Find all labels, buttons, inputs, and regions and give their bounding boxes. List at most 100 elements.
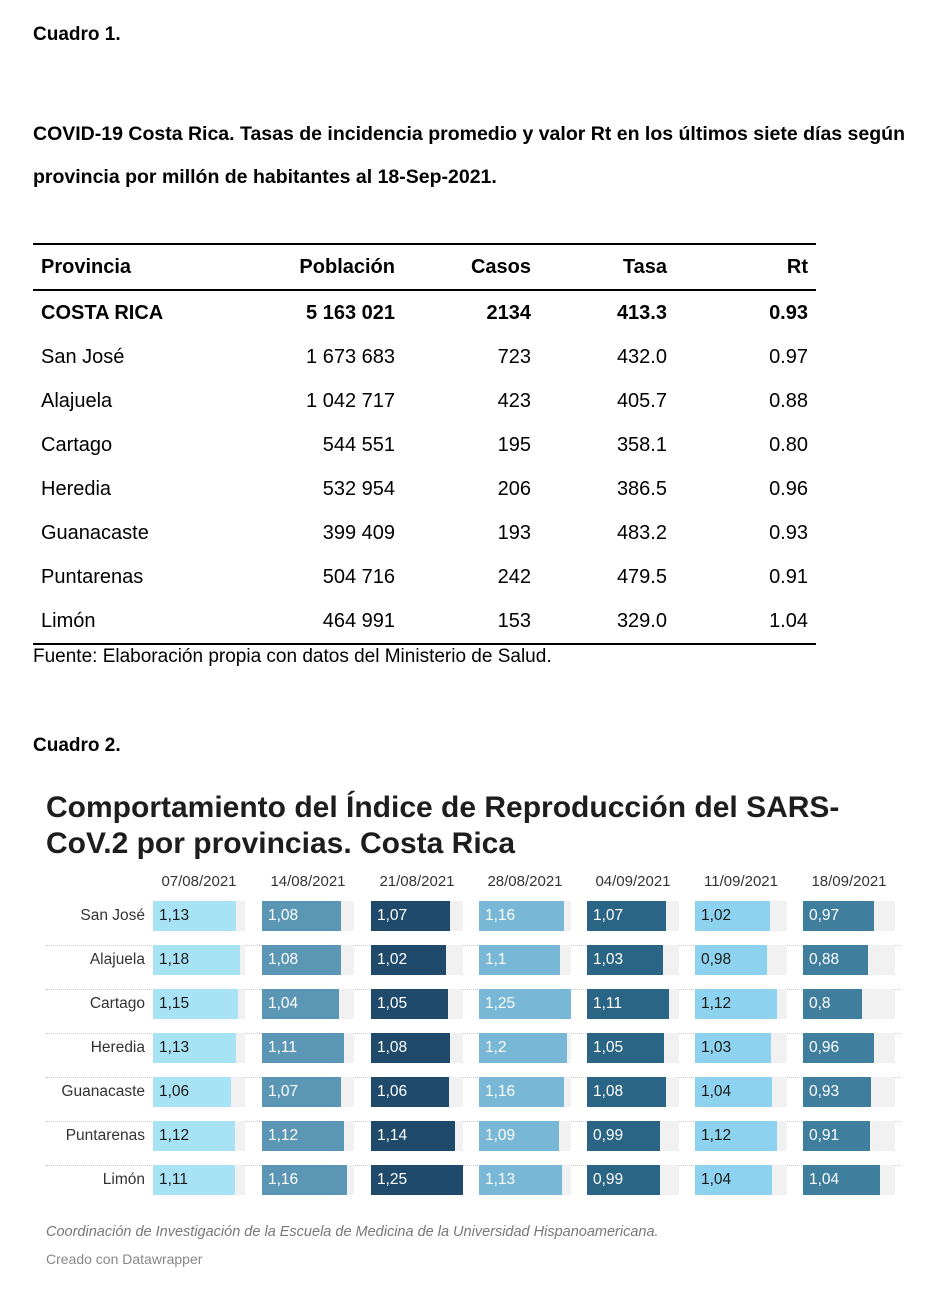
rt-bar — [695, 1033, 771, 1063]
column-header-tasa: Tasa — [539, 243, 675, 291]
cell-tasa: 483.2 — [616, 521, 667, 544]
table-row: Guanacaste 399 409 193 483.2 0.93 — [33, 511, 816, 555]
table-1-source: Fuente: Elaboración propia con datos del… — [33, 646, 552, 667]
rt-bar — [695, 1165, 772, 1195]
cell-rt: 1.04 — [675, 599, 816, 645]
column-header-casos: Casos — [403, 243, 539, 291]
bar-cell: 0,93 — [803, 1077, 895, 1107]
rt-bar — [153, 1033, 236, 1063]
province-label: Guanacaste — [61, 1083, 145, 1100]
cell-tasa: 358.1 — [616, 433, 667, 456]
rt-value-label: 1,16 — [485, 907, 516, 924]
bar-cell: 1,16 — [479, 901, 571, 931]
rt-bar — [262, 1033, 344, 1063]
rt-value-label: 1,07 — [593, 907, 624, 924]
rt-bar — [371, 945, 446, 975]
cell-tasa: 386.5 — [616, 477, 667, 500]
bar-cell: 1,25 — [371, 1165, 463, 1195]
bar-cell: 1,05 — [587, 1033, 679, 1063]
rt-bar — [803, 1033, 874, 1063]
rt-bar — [479, 1121, 559, 1151]
column-header-provincia: Provincia — [33, 243, 233, 291]
bar-cell: 1,16 — [479, 1077, 571, 1107]
cell-casos: 723 — [497, 345, 531, 368]
bar-cell: 1,07 — [587, 901, 679, 931]
rt-value-label: 1,25 — [377, 1171, 408, 1188]
bar-cell: 0,99 — [587, 1121, 679, 1151]
bar-cell: 1,13 — [153, 901, 245, 931]
cell-rt: 0.80 — [769, 433, 808, 456]
bar-cell: 0,88 — [803, 945, 895, 975]
chart-note: Coordinación de Investigación de la Escu… — [46, 1224, 659, 1240]
cell-casos: 195 — [497, 433, 531, 456]
cell-poblacion: 399 409 — [322, 521, 395, 544]
rt-bar — [587, 1077, 666, 1107]
bar-cell: 0,96 — [803, 1033, 895, 1063]
table-total-row: COSTA RICA 5 163 021 2134 413.3 0.93 — [33, 290, 816, 335]
rt-value-label: 1,03 — [701, 1039, 732, 1056]
rt-value-label: 1,25 — [485, 995, 516, 1012]
table-row: Puntarenas 504 716 242 479.5 0.91 — [33, 555, 816, 599]
bar-cell: 1,14 — [371, 1121, 463, 1151]
rt-value-label: 1,12 — [268, 1127, 299, 1144]
bar-cell: 1,07 — [371, 901, 463, 931]
date-header: 14/08/2021 — [270, 873, 346, 890]
rt-bar — [153, 1121, 235, 1151]
rt-bar — [262, 1121, 344, 1151]
bar-cell: 0,98 — [695, 945, 787, 975]
bar-cell: 1,02 — [371, 945, 463, 975]
table-row: Guanacaste 1,06 1,07 1,06 1,16 1,08 1,04 0,93 — [46, 1077, 900, 1122]
bar-cell: 1,04 — [695, 1165, 787, 1195]
cell-casos: 2134 — [486, 301, 532, 324]
table-row: San José 1 673 683 723 432.0 0.97 — [33, 335, 816, 379]
rt-value-label: 1,16 — [268, 1171, 299, 1188]
rt-bar — [262, 901, 341, 931]
bar-cell: 1,2 — [479, 1033, 571, 1063]
rt-value-label: 0,8 — [809, 995, 831, 1012]
rt-value-label: 1,08 — [377, 1039, 408, 1056]
rt-value-label: 0,96 — [809, 1039, 840, 1056]
rt-value-label: 1,1 — [485, 951, 507, 968]
table-row: Heredia 532 954 206 386.5 0.96 — [33, 467, 816, 511]
rt-bar — [153, 989, 238, 1019]
rt-bar — [803, 1077, 871, 1107]
cell-rt: 0.96 — [769, 477, 808, 500]
bar-cell: 1,06 — [371, 1077, 463, 1107]
table-row: Alajuela 1 042 717 423 405.7 0.88 — [33, 379, 816, 423]
cell-rt: 0.88 — [769, 389, 808, 412]
bar-cell: 1,12 — [695, 1121, 787, 1151]
bar-cell: 1,13 — [153, 1033, 245, 1063]
rt-value-label: 0,99 — [593, 1171, 624, 1188]
rt-value-label: 1,05 — [593, 1039, 624, 1056]
cell-provincia: Alajuela — [41, 389, 113, 412]
bar-cell: 1,18 — [153, 945, 245, 975]
rt-bar — [262, 945, 341, 975]
cell-provincia: Heredia — [41, 477, 112, 500]
cell-provincia: San José — [41, 345, 125, 368]
date-header: 04/09/2021 — [595, 873, 671, 890]
province-label: Heredia — [90, 1039, 145, 1056]
rt-bar — [153, 945, 240, 975]
rt-bar — [262, 989, 339, 1019]
column-header-rt: Rt — [675, 243, 816, 291]
rt-value-label: 1,13 — [159, 1039, 190, 1056]
date-header: 18/09/2021 — [811, 873, 887, 890]
cell-tasa: 413.3 — [616, 301, 667, 324]
bar-cell: 1,08 — [371, 1033, 463, 1063]
bar-cell: 1,03 — [587, 945, 679, 975]
bar-cell: 1,12 — [695, 989, 787, 1019]
cell-tasa: 432.0 — [616, 345, 667, 368]
rt-value-label: 1,08 — [268, 907, 299, 924]
cell-tasa: 329.0 — [539, 599, 675, 645]
rt-bar — [587, 1121, 660, 1151]
bar-cell: 1,08 — [587, 1077, 679, 1107]
bar-cell: 1,04 — [695, 1077, 787, 1107]
rt-bar — [695, 945, 767, 975]
table-row: San José 1,13 1,08 1,07 1,16 1,07 1,02 0,97 — [46, 901, 900, 946]
rt-value-label: 1,04 — [701, 1171, 732, 1188]
rt-value-label: 1,05 — [377, 995, 408, 1012]
bar-cell: 0,8 — [803, 989, 895, 1019]
rt-value-label: 1,04 — [701, 1083, 732, 1100]
rt-bar — [371, 989, 448, 1019]
bar-cell: 1,07 — [262, 1077, 354, 1107]
